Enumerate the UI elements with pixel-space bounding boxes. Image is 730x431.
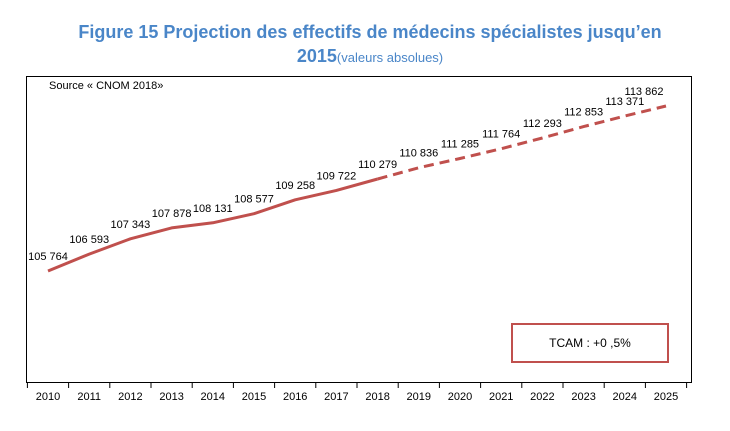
data-label: 108 577 <box>234 194 274 206</box>
data-label: 110 836 <box>399 148 438 160</box>
x-tick-label: 2024 <box>613 391 637 403</box>
x-tick-label: 2015 <box>242 391 266 403</box>
x-tick-label: 2020 <box>448 391 472 403</box>
chart-subtitle: (valeurs absolues) <box>336 50 444 65</box>
tcam-box: TCAM : +0 ,5% <box>511 323 669 363</box>
x-tick-label: 2018 <box>365 391 389 403</box>
x-tick-label: 2014 <box>201 391 225 403</box>
x-tick-label: 2017 <box>324 391 348 403</box>
x-tick-label: 2010 <box>36 391 60 403</box>
series-line-observed <box>47 177 379 273</box>
chart-title-block: Figure 15 Projection des effectifs de mé… <box>40 20 700 70</box>
x-tick-label: 2025 <box>654 391 678 403</box>
series-lines <box>47 104 667 273</box>
data-label: 110 279 <box>358 159 397 171</box>
x-tick-label: 2019 <box>407 391 431 403</box>
tcam-label: TCAM : +0 ,5% <box>549 336 631 350</box>
x-tick-label: 2012 <box>118 391 142 403</box>
data-label: 109 722 <box>317 170 357 182</box>
data-label: 109 258 <box>275 180 315 192</box>
x-tick-label: 2011 <box>77 391 101 403</box>
data-label: 111 285 <box>441 139 479 151</box>
data-label: 106 593 <box>69 234 109 246</box>
data-label: 112 293 <box>523 118 562 130</box>
data-label: 107 878 <box>152 208 192 220</box>
x-tick-labels: 2010 2011 2012 2013 2014 2015 2016 2017 2018 2019… <box>36 391 678 403</box>
data-label: 112 853 <box>564 107 603 119</box>
data-label: 113 371 <box>605 96 644 108</box>
data-label: 113 862 <box>625 86 664 98</box>
x-ticks <box>26 382 688 388</box>
chart-title: Figure 15 Projection des effectifs de mé… <box>78 22 662 66</box>
x-tick-label: 2016 <box>283 391 307 403</box>
data-label: 108 131 <box>193 203 233 215</box>
data-label: 111 764 <box>482 129 520 141</box>
x-tick-label: 2023 <box>571 391 595 403</box>
x-tick-label: 2013 <box>159 391 183 403</box>
series-line-projection <box>377 104 667 181</box>
data-label: 105 764 <box>28 251 68 263</box>
data-label: 107 343 <box>111 219 151 231</box>
x-tick-label: 2021 <box>489 391 513 403</box>
x-tick-label: 2022 <box>530 391 554 403</box>
source-label: Source « CNOM 2018» <box>49 80 164 92</box>
